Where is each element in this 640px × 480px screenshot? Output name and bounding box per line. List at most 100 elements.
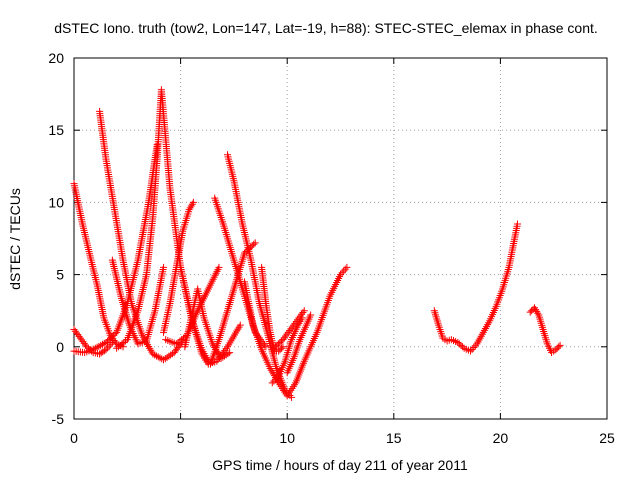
data-point (468, 345, 476, 353)
x-axis-label: GPS time / hours of day 211 of year 2011 (212, 457, 468, 473)
data-point (268, 368, 276, 376)
data-point (454, 338, 462, 346)
data-point (286, 327, 294, 335)
y-tick-label: 5 (56, 267, 64, 283)
data-point (273, 373, 281, 381)
data-point (153, 141, 161, 149)
data-point (93, 343, 101, 351)
data-series (70, 141, 161, 357)
data-point (282, 332, 290, 340)
data-point (531, 304, 539, 312)
data-point (287, 393, 295, 401)
data-point (269, 370, 277, 378)
data-point (298, 310, 306, 318)
data-series (160, 198, 197, 336)
plot-frame (73, 57, 608, 420)
data-point (296, 312, 304, 320)
data-point (470, 344, 478, 352)
data-point (290, 321, 298, 329)
data-point (294, 316, 302, 324)
data-point (82, 341, 90, 349)
x-tick-label: 25 (599, 430, 615, 446)
data-point (152, 352, 160, 360)
y-tick-label: 20 (48, 50, 64, 66)
data-series (206, 239, 259, 368)
data-point (287, 325, 295, 333)
data-point (533, 307, 541, 315)
data-point (275, 347, 283, 355)
data-series (268, 307, 308, 354)
data-point (213, 357, 221, 365)
y-tick-label: 15 (48, 122, 64, 138)
data-point (113, 344, 121, 352)
data-point (163, 353, 171, 361)
chart-title: dSTEC Iono. truth (tow2, Lon=147, Lat=-1… (54, 20, 598, 36)
data-series (430, 220, 521, 355)
x-tick-label: 20 (493, 430, 509, 446)
data-point (268, 346, 276, 354)
axis-ticks: 0 5 10 15 20 25 -5 0 5 10 15 20 (48, 50, 615, 446)
data-series (283, 311, 315, 377)
data-point (283, 330, 291, 338)
data-point (110, 331, 118, 339)
data-point (343, 263, 351, 271)
data-point (241, 249, 249, 257)
data-point (178, 336, 186, 344)
data-point (226, 349, 234, 357)
data-point (172, 340, 180, 348)
data-point (300, 307, 308, 315)
data-point (189, 198, 197, 206)
data-point (100, 347, 108, 355)
data-point (186, 204, 194, 212)
data-point (274, 340, 282, 348)
data-point (104, 337, 112, 345)
data-point (236, 321, 244, 329)
data-series (526, 304, 564, 357)
data-series (241, 263, 351, 400)
data-point (273, 341, 281, 349)
data-point (224, 350, 232, 358)
data-point (279, 343, 287, 351)
data-point (553, 344, 561, 352)
y-tick-label: -5 (52, 411, 65, 427)
data-point (174, 338, 182, 346)
data-point (338, 269, 346, 277)
grid-lines (74, 58, 607, 419)
data-point (91, 344, 99, 352)
data-point (266, 364, 274, 372)
data-point (165, 352, 173, 360)
data-point (95, 342, 103, 350)
data-point (341, 265, 349, 273)
data-point (108, 333, 116, 341)
y-tick-label: 0 (56, 339, 64, 355)
data-point (160, 263, 168, 271)
data-point (526, 308, 534, 316)
data-point (188, 200, 196, 208)
x-tick-label: 5 (177, 430, 185, 446)
data-point (105, 336, 113, 344)
data-point (156, 354, 164, 362)
data-point (534, 309, 542, 317)
data-point (556, 341, 564, 349)
data-point (114, 343, 122, 351)
data-point (457, 341, 465, 349)
data-point (271, 375, 279, 383)
data-point (278, 344, 286, 352)
data-point (250, 240, 258, 248)
data-point (262, 343, 270, 351)
data-point (98, 340, 106, 348)
data-point (154, 353, 162, 361)
data-point (528, 307, 536, 315)
data-point (187, 202, 195, 210)
y-tick-label: 10 (48, 194, 64, 210)
data-point (107, 340, 115, 348)
data-point (149, 350, 157, 358)
data-point (280, 334, 288, 342)
data-point (307, 311, 315, 319)
data-series (268, 314, 306, 387)
data-point (279, 336, 287, 344)
data-point (292, 318, 300, 326)
data-point (120, 338, 128, 346)
data-point (467, 347, 475, 355)
data-series (96, 107, 187, 364)
